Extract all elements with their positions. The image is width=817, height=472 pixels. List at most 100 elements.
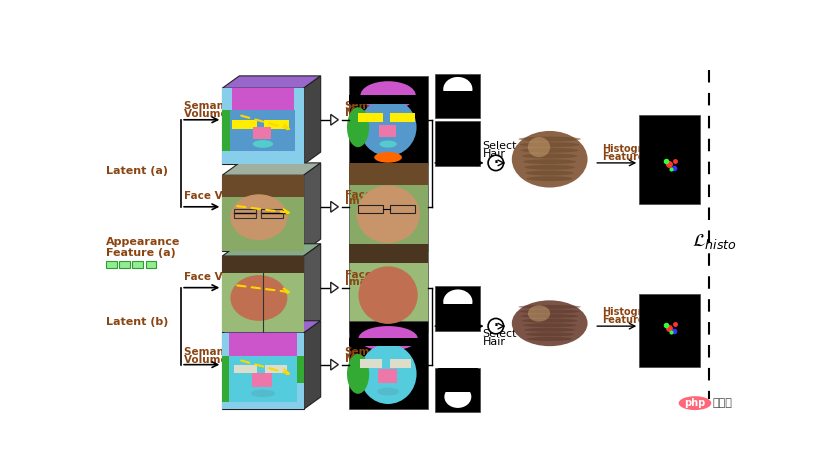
- Bar: [222, 110, 230, 152]
- Bar: [349, 95, 427, 104]
- Ellipse shape: [528, 305, 550, 321]
- Text: ·: ·: [493, 153, 499, 173]
- Polygon shape: [331, 359, 338, 370]
- Bar: [297, 356, 304, 383]
- Bar: [119, 261, 130, 269]
- Ellipse shape: [511, 131, 587, 187]
- Ellipse shape: [520, 314, 578, 318]
- Text: Latent (b): Latent (b): [106, 317, 168, 327]
- Polygon shape: [222, 333, 304, 409]
- Ellipse shape: [527, 176, 573, 181]
- Bar: [349, 244, 427, 263]
- Ellipse shape: [525, 332, 574, 337]
- Polygon shape: [304, 76, 321, 164]
- Polygon shape: [222, 175, 304, 252]
- Text: Face Volume (a): Face Volume (a): [185, 191, 279, 201]
- Ellipse shape: [520, 310, 580, 313]
- Text: Face: Face: [345, 270, 372, 280]
- Ellipse shape: [519, 305, 581, 309]
- Bar: [222, 256, 304, 332]
- Bar: [145, 261, 156, 269]
- Bar: [222, 88, 304, 164]
- Text: $\mathcal{L}_{histo}$: $\mathcal{L}_{histo}$: [692, 232, 737, 251]
- Ellipse shape: [519, 136, 581, 142]
- Polygon shape: [304, 244, 321, 332]
- Circle shape: [488, 155, 503, 170]
- Bar: [435, 121, 480, 166]
- Bar: [639, 115, 699, 204]
- Ellipse shape: [528, 137, 550, 157]
- Text: Image (a): Image (a): [345, 196, 401, 206]
- Bar: [232, 88, 294, 110]
- Ellipse shape: [444, 289, 472, 314]
- Ellipse shape: [230, 194, 288, 240]
- Polygon shape: [304, 163, 321, 252]
- Bar: [349, 163, 427, 252]
- Text: 中文网: 中文网: [712, 398, 733, 408]
- Bar: [252, 373, 272, 387]
- Ellipse shape: [522, 153, 578, 159]
- Bar: [378, 125, 396, 137]
- Text: Features: Features: [602, 315, 650, 325]
- Bar: [349, 321, 427, 409]
- Bar: [253, 127, 271, 139]
- Bar: [234, 209, 257, 218]
- Ellipse shape: [347, 354, 369, 394]
- Circle shape: [488, 319, 503, 334]
- Bar: [438, 368, 478, 392]
- Text: Face Volume (b): Face Volume (b): [185, 272, 279, 282]
- Ellipse shape: [377, 388, 400, 396]
- Bar: [435, 74, 480, 118]
- Polygon shape: [222, 163, 321, 175]
- Ellipse shape: [523, 323, 576, 327]
- Ellipse shape: [230, 275, 288, 321]
- Bar: [358, 113, 383, 122]
- Text: Volume (a): Volume (a): [185, 109, 248, 118]
- Ellipse shape: [374, 152, 402, 163]
- Polygon shape: [222, 256, 304, 332]
- Bar: [265, 365, 288, 373]
- Bar: [229, 333, 297, 356]
- Ellipse shape: [679, 396, 712, 410]
- Text: Semantic Mask: Semantic Mask: [185, 101, 274, 111]
- Ellipse shape: [359, 326, 417, 351]
- Ellipse shape: [525, 170, 574, 176]
- Bar: [377, 369, 397, 383]
- Ellipse shape: [525, 165, 575, 170]
- Ellipse shape: [523, 159, 576, 164]
- Ellipse shape: [359, 99, 417, 156]
- Text: Face: Face: [345, 190, 372, 200]
- Bar: [390, 204, 415, 213]
- Bar: [349, 338, 427, 346]
- Bar: [639, 294, 699, 367]
- Text: Latent (a): Latent (a): [106, 166, 168, 176]
- Polygon shape: [222, 321, 321, 333]
- Bar: [222, 333, 304, 409]
- Text: Appearance
Feature (a): Appearance Feature (a): [106, 237, 181, 258]
- Polygon shape: [222, 244, 321, 256]
- Text: Mask (b): Mask (b): [345, 354, 396, 364]
- Text: Hair: Hair: [483, 149, 506, 159]
- Bar: [230, 110, 296, 152]
- Text: Histogram: Histogram: [602, 144, 659, 154]
- Ellipse shape: [359, 344, 417, 404]
- Ellipse shape: [347, 107, 369, 147]
- Text: php: php: [685, 398, 706, 408]
- Ellipse shape: [525, 328, 575, 332]
- Text: Semantic: Semantic: [345, 347, 400, 357]
- Polygon shape: [331, 202, 338, 212]
- Ellipse shape: [359, 266, 417, 324]
- Bar: [390, 359, 411, 368]
- Ellipse shape: [379, 141, 397, 148]
- Text: Select: Select: [483, 141, 517, 151]
- Ellipse shape: [511, 300, 587, 346]
- Ellipse shape: [252, 140, 273, 148]
- Bar: [264, 120, 289, 129]
- Ellipse shape: [520, 148, 578, 153]
- Bar: [349, 163, 427, 185]
- Bar: [222, 175, 304, 196]
- Bar: [132, 261, 143, 269]
- Ellipse shape: [251, 389, 275, 397]
- Bar: [222, 256, 304, 273]
- Bar: [440, 92, 475, 118]
